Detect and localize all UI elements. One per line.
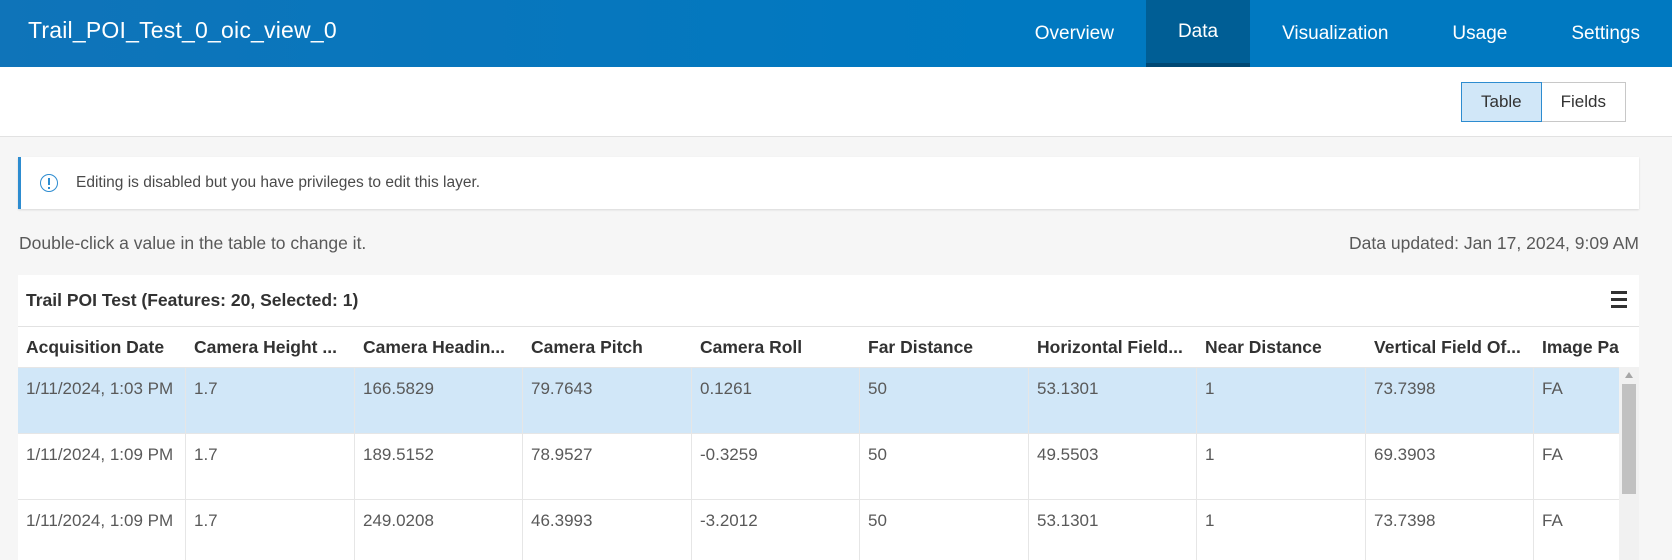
table-cell[interactable]: 53.1301 <box>1029 368 1197 433</box>
table-vertical-scrollbar[interactable] <box>1619 367 1639 560</box>
column-header[interactable]: Camera Pitch <box>531 337 643 357</box>
column-header[interactable]: Camera Height ... <box>194 337 337 357</box>
table-cell[interactable]: 1 <box>1197 500 1366 560</box>
tab-settings[interactable]: Settings <box>1571 22 1640 44</box>
attribute-table: Acquisition Date Camera Height ... Camer… <box>18 328 1639 560</box>
table-cell[interactable]: 53.1301 <box>1029 500 1197 560</box>
table-cell[interactable]: 50 <box>860 500 1029 560</box>
column-header[interactable]: Far Distance <box>868 337 974 357</box>
column-header[interactable]: Image Pa <box>1542 337 1619 357</box>
table-cell[interactable]: 49.5503 <box>1029 434 1197 499</box>
tab-overview[interactable]: Overview <box>1034 22 1114 44</box>
table-cell[interactable]: FA <box>1542 379 1563 398</box>
editing-notice: Editing is disabled but you have privile… <box>18 157 1639 209</box>
notice-text: Editing is disabled but you have privile… <box>76 174 481 191</box>
table-cell[interactable]: 1/11/2024, 1:03 PM <box>18 368 186 433</box>
table-cell[interactable]: -0.3259 <box>692 434 860 499</box>
table-row[interactable]: 1/11/2024, 1:09 PM 1.7 189.5152 78.9527 … <box>18 433 1639 499</box>
scroll-thumb[interactable] <box>1622 384 1636 494</box>
table-cell[interactable]: -3.2012 <box>692 500 860 560</box>
table-title: Trail POI Test (Features: 20, Selected: … <box>26 290 359 310</box>
tab-usage[interactable]: Usage <box>1452 22 1508 44</box>
column-header-row: Acquisition Date Camera Height ... Camer… <box>18 328 1639 367</box>
view-toggle: Table Fields <box>1461 82 1626 122</box>
table-cell[interactable]: 50 <box>860 368 1029 433</box>
table-cell[interactable]: 1.7 <box>186 500 355 560</box>
table-cell[interactable]: 1/11/2024, 1:09 PM <box>18 434 186 499</box>
column-header[interactable]: Horizontal Field... <box>1037 337 1183 357</box>
table-cell[interactable]: 1.7 <box>186 368 355 433</box>
table-header-bar: Trail POI Test (Features: 20, Selected: … <box>18 275 1639 327</box>
column-header[interactable]: Camera Roll <box>700 337 803 357</box>
table-cell[interactable]: 1 <box>1197 368 1366 433</box>
main-nav: Overview Data Visualization Usage Settin… <box>1003 0 1672 67</box>
table-cell[interactable]: 249.0208 <box>355 500 523 560</box>
table-row[interactable]: 1/11/2024, 1:09 PM 1.7 249.0208 46.3993 … <box>18 499 1639 560</box>
data-updated-timestamp: Data updated: Jan 17, 2024, 9:09 AM <box>1349 233 1639 253</box>
table-cell[interactable]: 1/11/2024, 1:09 PM <box>18 500 186 560</box>
table-cell[interactable]: 1.7 <box>186 434 355 499</box>
column-header[interactable]: Vertical Field Of... <box>1374 337 1521 357</box>
table-cell[interactable]: 1 <box>1197 434 1366 499</box>
table-cell[interactable]: 73.7398 <box>1366 500 1534 560</box>
table-row-selected[interactable]: 1/11/2024, 1:03 PM 1.7 166.5829 79.7643 … <box>18 367 1639 433</box>
fields-view-button[interactable]: Fields <box>1541 82 1626 122</box>
table-cell[interactable]: 0.1261 <box>692 368 860 433</box>
scroll-up-arrow-icon[interactable] <box>1625 372 1633 378</box>
table-cell[interactable]: 78.9527 <box>523 434 692 499</box>
table-cell[interactable]: FA <box>1542 445 1563 464</box>
layer-title: Trail_POI_Test_0_oic_view_0 <box>28 17 337 43</box>
table-cell[interactable]: 46.3993 <box>523 500 692 560</box>
column-header[interactable]: Near Distance <box>1205 337 1322 357</box>
view-toolbar: Table Fields <box>0 67 1672 137</box>
table-cell[interactable]: 69.3903 <box>1366 434 1534 499</box>
app-header: Trail_POI_Test_0_oic_view_0 Overview Dat… <box>0 0 1672 67</box>
column-header[interactable]: Camera Headin... <box>363 337 505 357</box>
table-card: Trail POI Test (Features: 20, Selected: … <box>18 275 1639 560</box>
tab-data[interactable]: Data <box>1145 0 1251 67</box>
column-header[interactable]: Acquisition Date <box>26 337 165 357</box>
tab-visualization[interactable]: Visualization <box>1282 22 1389 44</box>
table-cell[interactable]: 166.5829 <box>355 368 523 433</box>
table-cell[interactable]: 50 <box>860 434 1029 499</box>
table-cell[interactable]: 73.7398 <box>1366 368 1534 433</box>
hamburger-menu-icon[interactable] <box>1611 291 1627 309</box>
table-cell[interactable]: 189.5152 <box>355 434 523 499</box>
info-icon <box>40 174 58 192</box>
table-cell[interactable]: 79.7643 <box>523 368 692 433</box>
table-cell[interactable]: FA <box>1542 511 1563 530</box>
table-view-button[interactable]: Table <box>1461 82 1542 122</box>
edit-hint: Double-click a value in the table to cha… <box>19 233 367 253</box>
